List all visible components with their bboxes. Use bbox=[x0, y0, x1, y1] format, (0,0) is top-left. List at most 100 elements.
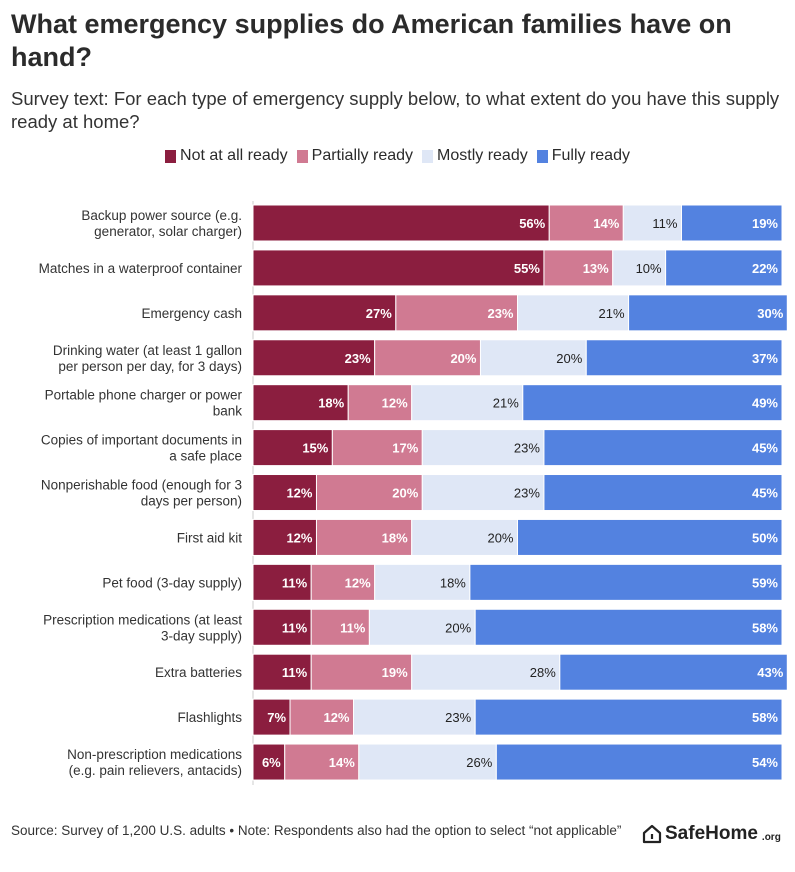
bar-segment-partially-ready bbox=[310, 608, 370, 646]
category-label-line: Prescription medications (at least bbox=[43, 612, 242, 627]
data-label-not-at-all-ready: 11% bbox=[282, 665, 308, 680]
data-label-partially-ready: 18% bbox=[382, 530, 408, 545]
category-label: Emergency cash bbox=[141, 306, 242, 321]
data-label-fully-ready: 59% bbox=[752, 575, 778, 590]
data-label-partially-ready: 14% bbox=[593, 216, 619, 231]
category-label: Non-prescription medications (e.g. pain r… bbox=[67, 747, 242, 778]
data-label-not-at-all-ready: 27% bbox=[366, 306, 392, 321]
data-label-partially-ready: 20% bbox=[392, 486, 418, 501]
data-label-partially-ready: 23% bbox=[487, 306, 513, 321]
data-label-partially-ready: 12% bbox=[323, 710, 349, 725]
legend-item-partially-ready: Partially ready bbox=[296, 147, 413, 165]
category-label: Nonperishable food (enough for 3 days per… bbox=[41, 478, 242, 509]
data-label-not-at-all-ready: 18% bbox=[318, 396, 344, 411]
logo-brand-name: SafeHome bbox=[665, 823, 758, 844]
legend-label-fully-ready: Fully ready bbox=[551, 147, 630, 164]
data-label-mostly-ready: 28% bbox=[530, 665, 556, 680]
category-label-line: Drinking water (at least 1 gallon bbox=[53, 343, 242, 358]
bar-segment-mostly-ready bbox=[411, 384, 524, 422]
bar-segment-not-at-all-ready bbox=[252, 653, 312, 691]
category-label-line: Portable phone charger or power bbox=[45, 388, 243, 403]
chart-subtitle: Survey text: For each type of emergency … bbox=[11, 88, 780, 132]
data-label-fully-ready: 30% bbox=[757, 306, 783, 321]
category-label: Pet food (3-day supply) bbox=[102, 575, 242, 590]
data-label-not-at-all-ready: 55% bbox=[514, 261, 540, 276]
legend-item-not-ready: Not at all ready bbox=[165, 147, 288, 165]
bar-segment-fully-ready bbox=[665, 249, 783, 287]
category-label: Portable phone charger or power bank bbox=[45, 388, 243, 419]
data-label-not-at-all-ready: 56% bbox=[519, 216, 545, 231]
data-label-not-at-all-ready: 12% bbox=[286, 486, 312, 501]
logo-brand-tld: .org bbox=[761, 832, 781, 843]
data-label-mostly-ready: 10% bbox=[636, 261, 662, 276]
category-label: First aid kit bbox=[177, 530, 243, 545]
category-label-line: a safe place bbox=[169, 449, 242, 464]
category-label: Flashlights bbox=[177, 710, 242, 725]
bar-segment-fully-ready bbox=[474, 698, 783, 736]
bar-segment-not-at-all-ready bbox=[252, 249, 545, 287]
category-label: Matches in a waterproof container bbox=[39, 261, 243, 276]
safehome-logo: SafeHome .org bbox=[642, 823, 781, 845]
category-label: Extra batteries bbox=[155, 665, 242, 680]
data-label-fully-ready: 45% bbox=[752, 441, 778, 456]
category-label: Backup power source (e.g. generator, sola… bbox=[81, 208, 242, 239]
data-label-not-at-all-ready: 23% bbox=[345, 351, 371, 366]
category-label-line: bank bbox=[213, 404, 243, 419]
data-label-fully-ready: 54% bbox=[752, 755, 778, 770]
bar-segment-not-at-all-ready bbox=[252, 698, 291, 736]
category-label-line: Backup power source (e.g. bbox=[81, 208, 242, 223]
data-label-fully-ready: 58% bbox=[752, 710, 778, 725]
bar-segment-mostly-ready bbox=[374, 563, 471, 601]
legend-swatch-mostly-ready bbox=[422, 149, 434, 163]
data-label-not-at-all-ready: 15% bbox=[302, 441, 328, 456]
category-label-line: Non-prescription medications bbox=[67, 747, 242, 762]
data-label-mostly-ready: 11% bbox=[652, 216, 677, 231]
bar-segment-mostly-ready bbox=[421, 429, 545, 467]
bar-segment-fully-ready bbox=[543, 474, 783, 512]
data-label-partially-ready: 12% bbox=[345, 575, 371, 590]
category-label-line: First aid kit bbox=[177, 530, 243, 545]
data-label-not-at-all-ready: 7% bbox=[267, 710, 286, 725]
data-label-partially-ready: 19% bbox=[382, 665, 408, 680]
data-label-partially-ready: 13% bbox=[583, 261, 609, 276]
category-label-line: Flashlights bbox=[177, 710, 242, 725]
bar-segment-partially-ready bbox=[331, 429, 423, 467]
category-label-line: per person per day, for 3 days) bbox=[58, 359, 242, 374]
data-label-mostly-ready: 23% bbox=[445, 710, 471, 725]
data-label-partially-ready: 20% bbox=[450, 351, 476, 366]
bar-segment-mostly-ready bbox=[517, 294, 630, 332]
bar-segment-fully-ready bbox=[680, 204, 783, 242]
data-label-fully-ready: 45% bbox=[752, 486, 778, 501]
bar-segment-fully-ready bbox=[474, 608, 783, 646]
bar-segment-fully-ready bbox=[517, 518, 783, 556]
source-note: Source: Survey of 1,200 U.S. adults • No… bbox=[11, 823, 622, 838]
data-label-mostly-ready: 26% bbox=[466, 755, 492, 770]
category-label: Drinking water (at least 1 gallon per per… bbox=[53, 343, 242, 374]
bar-segment-fully-ready bbox=[522, 384, 783, 422]
data-label-mostly-ready: 23% bbox=[514, 486, 540, 501]
bar-segment-partially-ready bbox=[347, 384, 413, 422]
data-label-fully-ready: 58% bbox=[752, 620, 778, 635]
bar-segment-mostly-ready bbox=[411, 518, 519, 556]
chart-title: What emergency supplies do American fami… bbox=[11, 9, 732, 72]
legend: Not at all ready Partially ready Mostly … bbox=[0, 147, 795, 165]
bar-segment-mostly-ready bbox=[421, 474, 545, 512]
bar-segment-mostly-ready bbox=[612, 249, 667, 287]
bar-segment-fully-ready bbox=[543, 429, 783, 467]
house-icon bbox=[642, 824, 662, 844]
category-label: Prescription medications (at least 3-day … bbox=[43, 612, 242, 643]
bar-segment-mostly-ready bbox=[479, 339, 587, 377]
bar-segment-mostly-ready bbox=[368, 608, 476, 646]
category-label-line: Pet food (3-day supply) bbox=[102, 575, 242, 590]
bar-segment-not-at-all-ready bbox=[252, 518, 317, 556]
bar-segment-not-at-all-ready bbox=[252, 384, 349, 422]
data-label-partially-ready: 12% bbox=[382, 396, 408, 411]
bar-segment-partially-ready bbox=[310, 563, 376, 601]
data-label-not-at-all-ready: 11% bbox=[282, 575, 308, 590]
category-label-line: Extra batteries bbox=[155, 665, 242, 680]
legend-label-mostly-ready: Mostly ready bbox=[437, 147, 528, 164]
data-label-mostly-ready: 21% bbox=[493, 396, 519, 411]
category-label-line: (e.g. pain relievers, antacids) bbox=[69, 763, 242, 778]
category-label-line: days per person) bbox=[141, 494, 242, 509]
bar-segment-fully-ready bbox=[469, 563, 783, 601]
